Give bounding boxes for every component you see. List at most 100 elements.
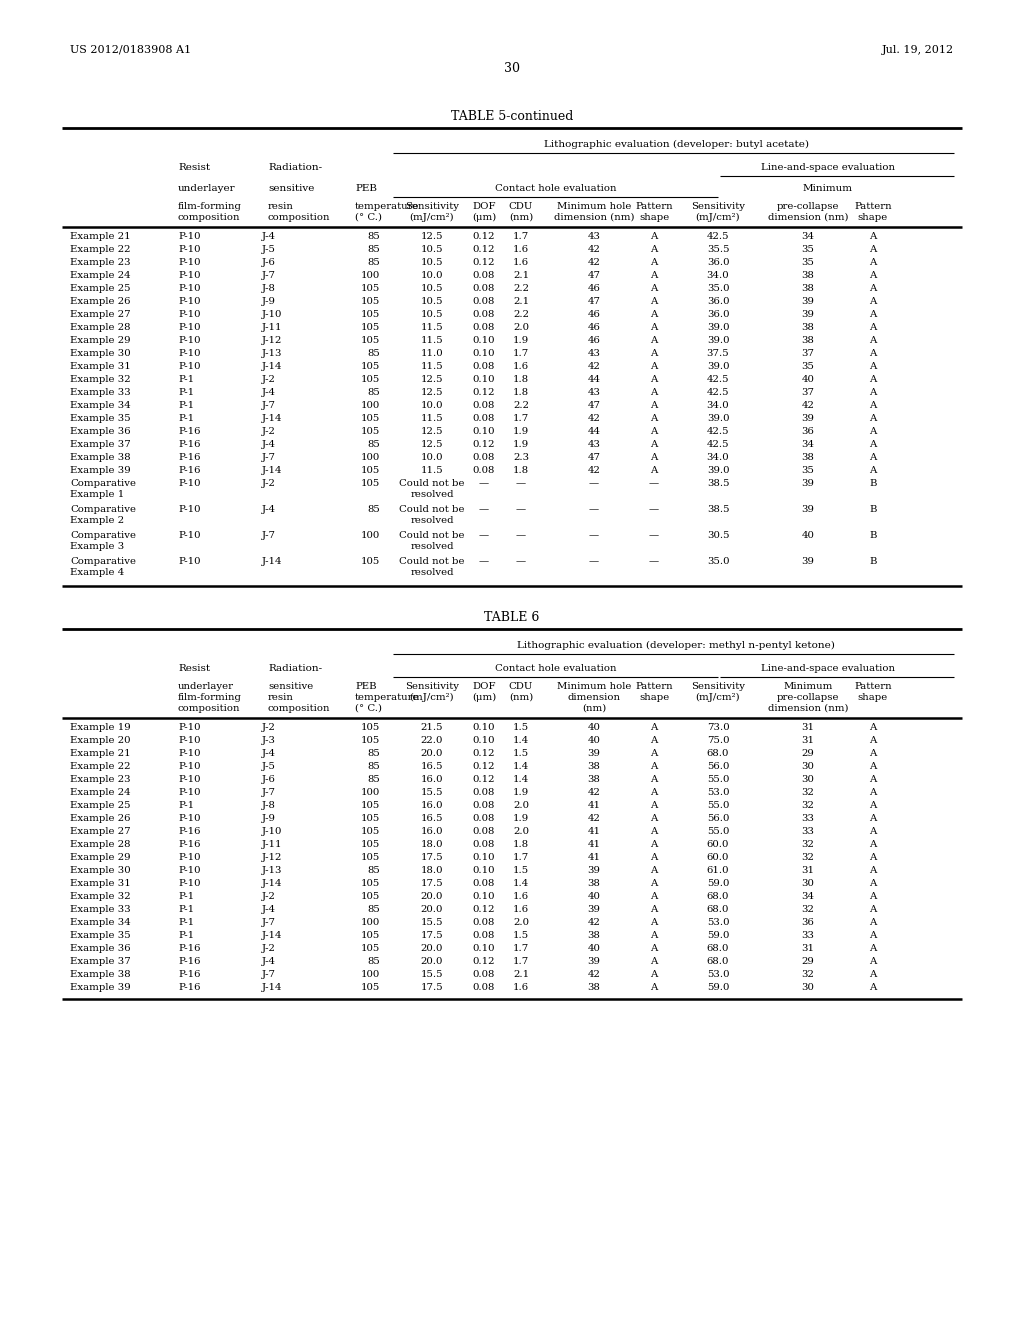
Text: 36: 36	[802, 426, 814, 436]
Text: J-10: J-10	[262, 828, 283, 836]
Text: 0.10: 0.10	[473, 426, 496, 436]
Text: 43: 43	[588, 440, 600, 449]
Text: 11.5: 11.5	[421, 414, 443, 422]
Text: 0.08: 0.08	[473, 801, 496, 810]
Text: Line-and-space evaluation: Line-and-space evaluation	[761, 162, 895, 172]
Text: 85: 85	[368, 957, 380, 966]
Text: Comparative: Comparative	[70, 557, 136, 566]
Text: A: A	[869, 775, 877, 784]
Text: 11.5: 11.5	[421, 466, 443, 475]
Text: 36.0: 36.0	[707, 297, 729, 306]
Text: A: A	[869, 440, 877, 449]
Text: 0.10: 0.10	[473, 737, 496, 744]
Text: —: —	[479, 557, 489, 566]
Text: 105: 105	[360, 723, 380, 733]
Text: DOF: DOF	[472, 682, 496, 690]
Text: Example 28: Example 28	[70, 323, 130, 333]
Text: 42.5: 42.5	[707, 232, 729, 242]
Text: 10.5: 10.5	[421, 297, 443, 306]
Text: composition: composition	[268, 213, 331, 222]
Text: J-13: J-13	[262, 348, 283, 358]
Text: —: —	[479, 479, 489, 488]
Text: (° C.): (° C.)	[355, 704, 382, 713]
Text: J-2: J-2	[262, 892, 275, 902]
Text: 1.9: 1.9	[513, 814, 529, 822]
Text: 0.08: 0.08	[473, 983, 496, 993]
Text: 40: 40	[588, 944, 600, 953]
Text: 31: 31	[802, 944, 814, 953]
Text: 1.5: 1.5	[513, 748, 529, 758]
Text: A: A	[650, 737, 657, 744]
Text: (mJ/cm²): (mJ/cm²)	[695, 693, 740, 702]
Text: J-14: J-14	[262, 931, 283, 940]
Text: 17.5: 17.5	[421, 853, 443, 862]
Text: 39: 39	[802, 310, 814, 319]
Text: 85: 85	[368, 232, 380, 242]
Text: P-1: P-1	[178, 801, 195, 810]
Text: 105: 105	[360, 944, 380, 953]
Text: 53.0: 53.0	[707, 917, 729, 927]
Text: A: A	[650, 970, 657, 979]
Text: Minimum: Minimum	[783, 682, 833, 690]
Text: 42: 42	[588, 917, 600, 927]
Text: 85: 85	[368, 866, 380, 875]
Text: 100: 100	[360, 453, 380, 462]
Text: J-2: J-2	[262, 944, 275, 953]
Text: 105: 105	[360, 892, 380, 902]
Text: 16.5: 16.5	[421, 814, 443, 822]
Text: 33: 33	[802, 814, 814, 822]
Text: J-5: J-5	[262, 762, 275, 771]
Text: 105: 105	[360, 737, 380, 744]
Text: Radiation-: Radiation-	[268, 162, 323, 172]
Text: PEB: PEB	[355, 682, 377, 690]
Text: 85: 85	[368, 440, 380, 449]
Text: 35: 35	[802, 246, 814, 253]
Text: P-10: P-10	[178, 866, 201, 875]
Text: A: A	[869, 814, 877, 822]
Text: TABLE 5-continued: TABLE 5-continued	[451, 110, 573, 123]
Text: A: A	[869, 284, 877, 293]
Text: Example 34: Example 34	[70, 401, 131, 411]
Text: J-5: J-5	[262, 246, 275, 253]
Text: 55.0: 55.0	[707, 775, 729, 784]
Text: A: A	[650, 414, 657, 422]
Text: 56.0: 56.0	[707, 814, 729, 822]
Text: Example 29: Example 29	[70, 853, 130, 862]
Text: A: A	[650, 297, 657, 306]
Text: 2.1: 2.1	[513, 297, 529, 306]
Text: A: A	[869, 297, 877, 306]
Text: 34.0: 34.0	[707, 271, 729, 280]
Text: —: —	[589, 531, 599, 540]
Text: A: A	[650, 879, 657, 888]
Text: 1.8: 1.8	[513, 375, 529, 384]
Text: A: A	[869, 246, 877, 253]
Text: 29: 29	[802, 748, 814, 758]
Text: A: A	[650, 271, 657, 280]
Text: 68.0: 68.0	[707, 944, 729, 953]
Text: P-10: P-10	[178, 362, 201, 371]
Text: 68.0: 68.0	[707, 906, 729, 913]
Text: A: A	[869, 866, 877, 875]
Text: 38.5: 38.5	[707, 506, 729, 513]
Text: 43: 43	[588, 388, 600, 397]
Text: P-10: P-10	[178, 814, 201, 822]
Text: P-16: P-16	[178, 440, 201, 449]
Text: A: A	[650, 453, 657, 462]
Text: 100: 100	[360, 271, 380, 280]
Text: Minimum: Minimum	[803, 183, 853, 193]
Text: B: B	[869, 479, 877, 488]
Text: 60.0: 60.0	[707, 840, 729, 849]
Text: 42.5: 42.5	[707, 388, 729, 397]
Text: J-10: J-10	[262, 310, 283, 319]
Text: P-16: P-16	[178, 828, 201, 836]
Text: Example 37: Example 37	[70, 440, 131, 449]
Text: Example 29: Example 29	[70, 337, 130, 345]
Text: 30: 30	[802, 879, 814, 888]
Text: 59.0: 59.0	[707, 879, 729, 888]
Text: 0.10: 0.10	[473, 348, 496, 358]
Text: 1.8: 1.8	[513, 466, 529, 475]
Text: 40: 40	[588, 723, 600, 733]
Text: resolved: resolved	[411, 516, 454, 525]
Text: —: —	[516, 506, 526, 513]
Text: 11.0: 11.0	[421, 348, 443, 358]
